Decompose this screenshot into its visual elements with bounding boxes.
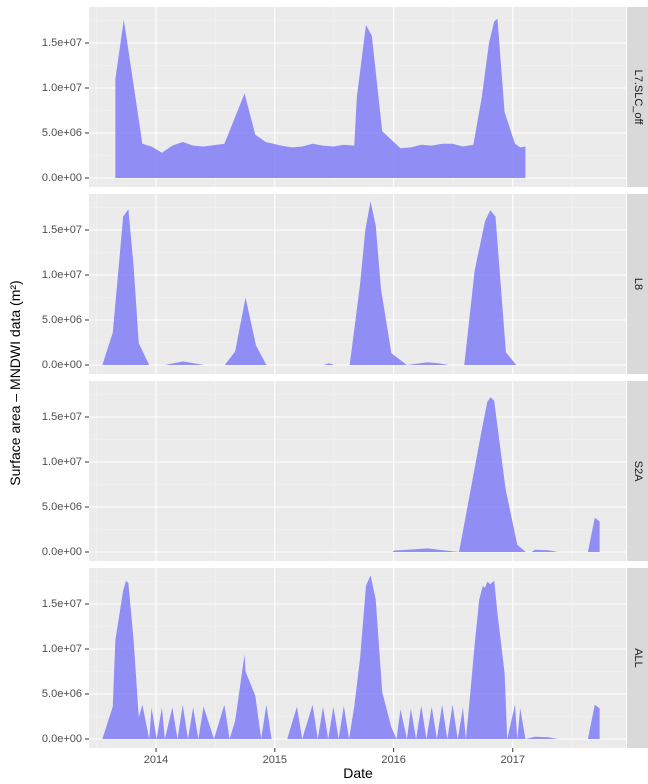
facet-panel: S2A 0.0e+00 5.0e+06 1.0e+07 1.5e+07 xyxy=(42,381,648,561)
x-tick-label: 2015 xyxy=(263,754,287,766)
y-tick-label: 1.5e+07 xyxy=(42,598,82,610)
chart-panels: L7.SLC_off0.0e+005.0e+061.0e+071.5e+07L8… xyxy=(42,7,648,748)
y-tick-label: 1.5e+07 xyxy=(42,411,82,423)
x-tick-label: 2017 xyxy=(500,754,524,766)
y-tick-label: 5.0e+06 xyxy=(42,314,82,326)
area-series xyxy=(102,201,517,365)
y-tick-label: 5.0e+06 xyxy=(42,127,82,139)
y-tick-label: 1.0e+07 xyxy=(42,456,82,468)
y-tick-label: 1.5e+07 xyxy=(42,37,82,49)
x-tick-label: 2014 xyxy=(144,754,168,766)
facet-strip-label: L8 xyxy=(632,278,644,290)
y-tick-label: 0.0e+00 xyxy=(42,172,82,184)
facet-strip xyxy=(627,568,648,748)
facet-strip xyxy=(627,381,648,561)
facet-strip-label: ALL xyxy=(632,648,644,668)
y-tick-label: 5.0e+06 xyxy=(42,501,82,513)
y-axis-title: Surface area – MNDWI data (m²) xyxy=(7,280,23,485)
facet-strip-label: L7.SLC_off xyxy=(632,70,644,126)
y-tick-label: 1.0e+07 xyxy=(42,82,82,94)
area-series xyxy=(102,575,600,739)
x-axis: 2014 2015 2016 2017 xyxy=(144,748,525,766)
facet-panel: L8 0.0e+00 5.0e+06 1.0e+07 1.5e+07 xyxy=(42,194,648,374)
y-tick-label: 1.0e+07 xyxy=(42,269,82,281)
x-axis-title: Date xyxy=(343,765,373,781)
facet-panel: L7.SLC_off 0.0e+00 5.0e+06 1.0e+07 1.5e+07 xyxy=(42,7,648,187)
facet-strip xyxy=(627,7,648,187)
y-tick-label: 0.0e+00 xyxy=(42,359,82,371)
facet-panel: ALL 0.0e+00 5.0e+06 1.0e+07 1.5e+07 xyxy=(42,568,648,748)
x-tick-label: 2016 xyxy=(381,754,405,766)
panel-background xyxy=(89,381,626,561)
area-series xyxy=(392,397,600,552)
y-tick-label: 1.5e+07 xyxy=(42,224,82,236)
y-tick-label: 5.0e+06 xyxy=(42,688,82,700)
area-series xyxy=(115,18,526,179)
facet-strip-label: S2A xyxy=(632,461,644,482)
y-tick-label: 0.0e+00 xyxy=(42,733,82,745)
y-tick-label: 1.0e+07 xyxy=(42,643,82,655)
facet-strip xyxy=(627,194,648,374)
y-tick-label: 0.0e+00 xyxy=(42,546,82,558)
